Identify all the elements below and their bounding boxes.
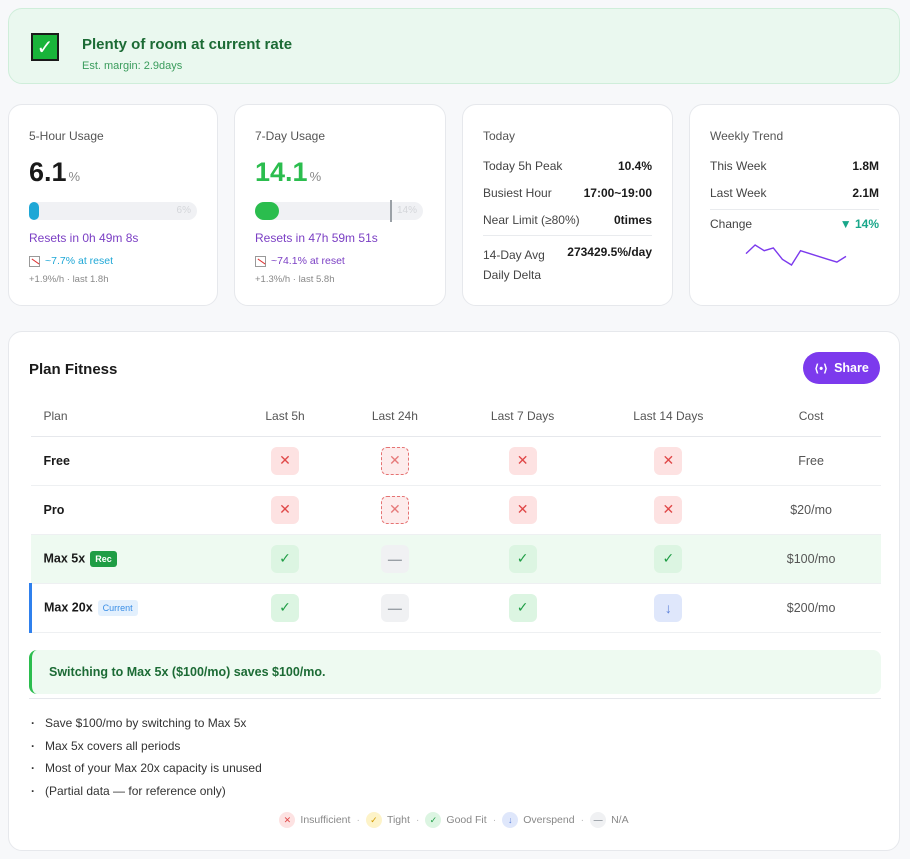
plan-cost: Free (741, 436, 881, 486)
status-x-icon: ✕ (508, 495, 537, 524)
today-card: Today Today 5h Peak 10.4% Busiest Hour 17:… (462, 104, 673, 306)
weekly-sparkline (745, 244, 847, 266)
banner-subtitle: Est. margin: 2.9days (82, 60, 183, 72)
reset-countdown: Resets in 0h 49m 8s (29, 231, 139, 245)
legend-tight: ✓ Tight (365, 812, 410, 828)
usage-rate: +1.9%/h · last 1.8h (29, 274, 109, 285)
usage-progress-bar: 6% (29, 202, 197, 220)
today-row: Today 5h Peak 10.4% (483, 159, 652, 173)
panel-title: Plan Fitness (29, 361, 118, 378)
share-icon: ⟨•⟩ (814, 362, 829, 375)
col-header: Last 5h (230, 396, 340, 437)
col-header: Last 24h (339, 396, 450, 437)
five-hour-usage-card: 5-Hour Usage 6.1% 6% Resets in 0h 49m 8s… (8, 104, 218, 306)
plan-name: Max 5x Rec (30, 534, 231, 584)
legend-good-fit: ✓ Good Fit (425, 812, 487, 828)
projection: ~7.7% at reset (29, 255, 113, 267)
table-row: Free ✕ ✕ ✕ ✕ Free (30, 436, 881, 486)
legend-overspend: ↓ Overspend (502, 812, 575, 828)
list-item: (Partial data — for reference only) (31, 780, 262, 803)
card-label: 5-Hour Usage (29, 129, 104, 143)
status-x-icon: ✕ (271, 446, 300, 475)
status-down-icon: ↓ (654, 593, 683, 622)
usage-rate: +1.3%/h · last 5.8h (255, 274, 335, 285)
status-legend: ✕ Insufficient · ✓ Tight · ✓ Good Fit · ↓ Ov… (9, 812, 899, 828)
status-ok-icon: ✓ (271, 593, 300, 622)
list-item: Save $100/mo by switching to Max 5x (31, 712, 262, 735)
weekly-trend-card: Weekly Trend This Week 1.8M Last Week 2.1M… (689, 104, 900, 306)
last-week-row: Last Week 2.1M (710, 186, 879, 200)
change-row: Change ▼ 14% (710, 217, 879, 231)
plan-cost: $200/mo (741, 583, 881, 633)
plan-table: Plan Last 5h Last 24h Last 7 Days Last 1… (29, 396, 881, 633)
savings-callout: Switching to Max 5x ($100/mo) saves $100… (29, 650, 881, 694)
status-ok-icon: ✓ (271, 544, 300, 573)
share-button[interactable]: ⟨•⟩ Share (803, 352, 880, 384)
status-ok-icon: ✓ (654, 544, 683, 573)
legend-na: — N/A (590, 812, 629, 828)
status-na-icon: — (380, 544, 409, 573)
plan-name: Pro (30, 485, 231, 535)
banner-title: Plenty of room at current rate (82, 36, 293, 53)
status-ok-icon: ✓ (508, 544, 537, 573)
list-item: Most of your Max 20x capacity is unused (31, 757, 262, 780)
plan-cost: $20/mo (741, 485, 881, 535)
col-header: Last 14 Days (595, 396, 742, 437)
trend-chart-icon (29, 255, 40, 267)
status-xd-icon: ✕ (380, 446, 409, 475)
plan-fitness-panel: Plan Fitness ⟨•⟩ Share Plan Last 5h Last… (8, 331, 900, 851)
usage-progress-bar: 14% (255, 200, 423, 222)
status-banner: ✓ Plenty of room at current rate Est. ma… (8, 8, 900, 84)
plan-name: Free (30, 436, 231, 486)
today-row: Busiest Hour 17:00~19:00 (483, 186, 652, 200)
table-row: Max 20x Current ✓ — ✓ ↓ $200/mo (29, 583, 881, 633)
card-label: Weekly Trend (710, 129, 784, 143)
status-ok-icon: ✓ (508, 593, 537, 622)
table-row: Max 5x Rec ✓ — ✓ ✓ $100/mo (30, 534, 881, 584)
reset-countdown: Resets in 47h 59m 51s (255, 231, 378, 245)
col-header: Cost (741, 396, 881, 437)
col-header: Plan (30, 396, 231, 437)
projection: ~74.1% at reset (255, 255, 345, 267)
recommended-badge: Rec (90, 550, 117, 567)
recommendation-list: Save $100/mo by switching to Max 5x Max … (31, 712, 262, 802)
usage-value: 14.1% (255, 157, 322, 187)
plan-name: Max 20x Current (29, 583, 231, 633)
today-row: Near Limit (≥80%) 0times (483, 213, 652, 227)
status-x-icon: ✕ (271, 495, 300, 524)
usage-value: 6.1% (29, 157, 81, 187)
status-x-icon: ✕ (654, 495, 683, 524)
daily-delta-row: 14-Day Avg Daily Delta 273429.5%/day (483, 245, 652, 282)
checkmark-icon: ✓ (31, 33, 59, 61)
status-xd-icon: ✕ (380, 495, 409, 524)
trend-chart-icon (255, 255, 266, 267)
status-na-icon: — (380, 593, 409, 622)
card-label: 7-Day Usage (255, 129, 326, 143)
this-week-row: This Week 1.8M (710, 159, 879, 173)
col-header: Last 7 Days (449, 396, 596, 437)
legend-insufficient: ✕ Insufficient (279, 812, 350, 828)
status-x-icon: ✕ (508, 446, 537, 475)
table-row: Pro ✕ ✕ ✕ ✕ $20/mo (30, 485, 881, 535)
card-label: Today (483, 129, 516, 143)
current-badge: Current (97, 599, 138, 616)
list-item: Max 5x covers all periods (31, 735, 262, 758)
status-x-icon: ✕ (654, 446, 683, 475)
plan-cost: $100/mo (741, 534, 881, 584)
seven-day-usage-card: 7-Day Usage 14.1% 14% Resets in 47h 59m … (234, 104, 446, 306)
